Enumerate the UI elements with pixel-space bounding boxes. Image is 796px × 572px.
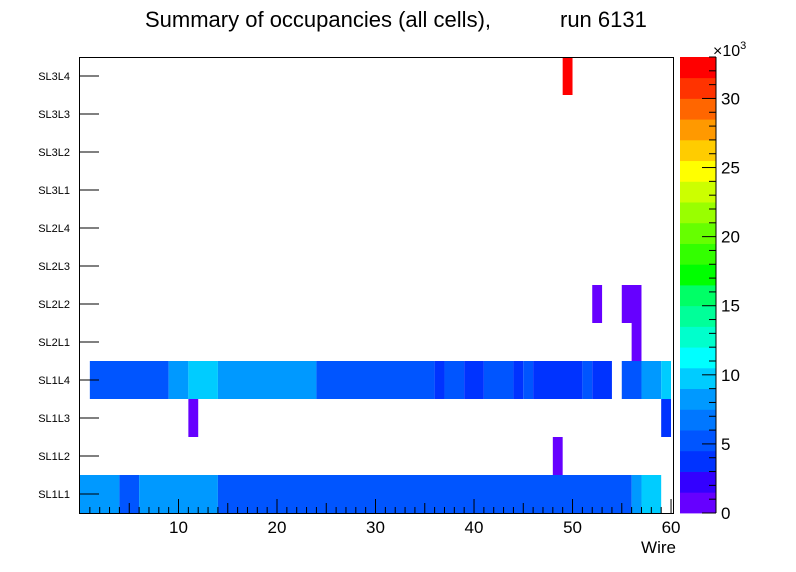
heatmap-cell xyxy=(641,361,662,399)
colorbar-segment xyxy=(680,160,716,182)
y-tick-label: SL2L3 xyxy=(38,261,70,273)
heatmap-cell xyxy=(464,361,484,399)
colorbar-segment xyxy=(680,57,716,79)
heatmap-cell xyxy=(631,475,642,513)
x-tick-label: 50 xyxy=(563,518,582,537)
y-tick-label: SL3L2 xyxy=(38,147,70,159)
heatmap-cell xyxy=(641,475,662,513)
y-tick-label: SL1L1 xyxy=(38,489,70,501)
colorbar-tick-label: 25 xyxy=(721,159,740,178)
colorbar-tick-label: 0 xyxy=(721,504,730,523)
colorbar-segment xyxy=(680,264,716,286)
heatmap-cell xyxy=(168,361,189,399)
y-tick-label: SL2L1 xyxy=(38,337,70,349)
colorbar-segment xyxy=(680,450,716,472)
y-axis: SL1L1 SL1L2 SL1L3 SL1L4 SL2L1 SL2L2 SL2L3 SL2L4… xyxy=(38,71,99,501)
heatmap-cell xyxy=(483,361,514,399)
heatmap-cells xyxy=(80,57,672,513)
plot-frame xyxy=(79,57,674,514)
colorbar-segment xyxy=(680,202,716,224)
colorbar-segment xyxy=(680,98,716,120)
heatmap-cell xyxy=(119,475,140,513)
heatmap-cell xyxy=(217,361,317,399)
colorbar-segment xyxy=(680,181,716,203)
colorbar-segment xyxy=(680,119,716,141)
heatmap-cell xyxy=(562,57,573,95)
heatmap-cell xyxy=(582,361,593,399)
heatmap-cell xyxy=(513,361,524,399)
heatmap-cell xyxy=(621,361,642,399)
y-tick-label: SL2L2 xyxy=(38,299,70,311)
colorbar-segment xyxy=(680,430,716,452)
colorbar-segment xyxy=(680,77,716,99)
colorbar-segment xyxy=(680,139,716,162)
heatmap-cell xyxy=(444,361,465,399)
colorbar-segment xyxy=(680,409,716,431)
heatmap-cell xyxy=(592,285,603,323)
heatmap-cell xyxy=(631,323,642,361)
heatmap-cell xyxy=(552,437,563,475)
y-tick-label: SL3L1 xyxy=(38,185,70,197)
colorbar-tick-label: 30 xyxy=(721,89,740,108)
colorbar-segment xyxy=(680,243,716,265)
y-tick-label: SL1L2 xyxy=(38,451,70,463)
colorbar-segment xyxy=(680,305,716,327)
colorbar-segment xyxy=(680,367,716,390)
heatmap-cell xyxy=(533,361,583,399)
heatmap-cell xyxy=(316,361,435,399)
colorbar-segment xyxy=(680,285,716,307)
color-bar: 0 5 10 15 20 25 30 xyxy=(680,56,740,523)
y-tick-label: SL1L3 xyxy=(38,413,70,425)
colorbar-segment xyxy=(680,492,716,514)
x-tick-label: 40 xyxy=(465,518,484,537)
heatmap-cell xyxy=(188,399,199,437)
heatmap-cell xyxy=(188,361,218,399)
heatmap-cell xyxy=(434,361,445,399)
chart-run-label: run 6131 xyxy=(560,7,647,32)
heatmap-cell xyxy=(89,361,169,399)
x-tick-label: 10 xyxy=(169,518,188,537)
y-tick-label: SL3L3 xyxy=(38,109,70,121)
y-tick-label: SL3L4 xyxy=(38,71,70,83)
x-tick-label: 60 xyxy=(662,518,681,537)
heatmap-cell xyxy=(661,399,672,437)
x-tick-label: 20 xyxy=(268,518,287,537)
x-tick-label: 30 xyxy=(366,518,385,537)
x-axis: 10 20 30 40 50 60 xyxy=(89,499,681,537)
y-tick-label: SL1L4 xyxy=(38,375,70,387)
colorbar-segment xyxy=(680,388,716,410)
colorbar-segment xyxy=(680,471,716,493)
heatmap-cell xyxy=(592,361,612,399)
colorbar-tick-label: 5 xyxy=(721,435,730,454)
colorbar-segment xyxy=(680,326,716,348)
colorbar-tick-label: 15 xyxy=(721,297,740,316)
y-tick-label: SL2L4 xyxy=(38,223,70,235)
colorbar-segment xyxy=(680,347,716,369)
heatmap-cell xyxy=(621,285,642,323)
colorbar-segment xyxy=(680,222,716,244)
heatmap-cell xyxy=(661,361,672,399)
x-axis-label: Wire xyxy=(641,538,676,557)
colorbar-tick-label: 20 xyxy=(721,228,740,247)
colorbar-exponent-base: ×10 xyxy=(713,43,740,60)
colorbar-exponent: ×103 xyxy=(713,40,746,60)
heatmap-cell xyxy=(523,361,534,399)
chart-title: Summary of occupancies (all cells), xyxy=(145,7,491,32)
colorbar-exponent-power: 3 xyxy=(740,40,746,52)
colorbar-tick-label: 10 xyxy=(721,366,740,385)
